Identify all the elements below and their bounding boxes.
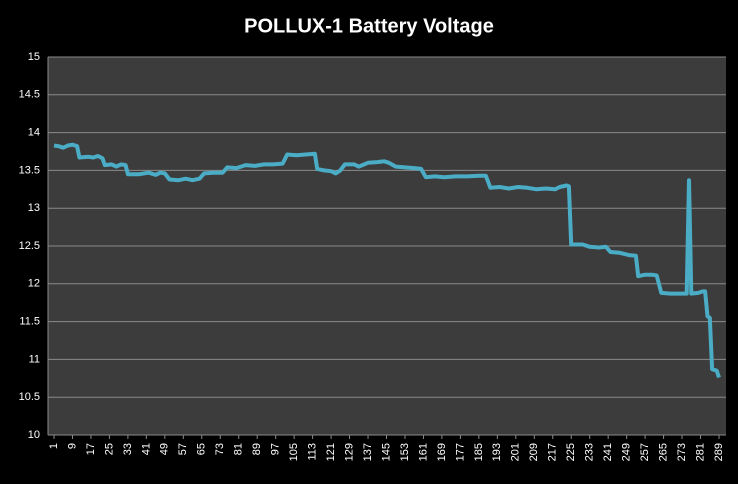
x-tick-label: 289 (713, 443, 725, 461)
y-tick-label: 14 (28, 127, 40, 139)
x-tick-label: 145 (380, 443, 392, 461)
x-tick-label: 25 (103, 443, 115, 455)
x-tick-label: 121 (325, 443, 337, 461)
x-tick-label: 249 (621, 443, 633, 461)
x-tick-label: 65 (196, 443, 208, 455)
x-tick-label: 169 (436, 443, 448, 461)
x-tick-label: 161 (417, 443, 429, 461)
x-tick-label: 193 (491, 443, 503, 461)
x-tick-label: 177 (454, 443, 466, 461)
x-tick-label: 257 (639, 443, 651, 461)
x-tick-label: 1 (48, 443, 60, 449)
x-tick-label: 113 (307, 443, 319, 461)
x-tick-label: 153 (399, 443, 411, 461)
x-tick-label: 217 (547, 443, 559, 461)
y-tick-label: 14.5 (19, 89, 40, 101)
x-tick-label: 137 (362, 443, 374, 461)
y-tick-label: 13 (28, 202, 40, 214)
y-tick-label: 10.5 (19, 391, 40, 403)
x-tick-label: 33 (122, 443, 134, 455)
x-tick-label: 233 (584, 443, 596, 461)
x-tick-label: 17 (85, 443, 97, 455)
x-tick-label: 265 (657, 443, 669, 461)
y-tick-label: 15 (28, 51, 40, 63)
x-tick-label: 241 (602, 443, 614, 461)
x-tick-label: 185 (473, 443, 485, 461)
y-tick-label: 11.5 (19, 316, 40, 328)
x-tick-label: 57 (177, 443, 189, 455)
x-tick-label: 89 (251, 443, 263, 455)
y-tick-label: 11 (29, 353, 40, 365)
x-tick-label: 281 (694, 443, 706, 461)
x-tick-label: 9 (66, 443, 78, 449)
x-tick-label: 105 (288, 443, 300, 461)
y-tick-label: 12.5 (19, 240, 40, 252)
y-tick-label: 13.5 (19, 164, 40, 176)
x-tick-label: 81 (233, 443, 245, 455)
x-tick-label: 41 (140, 443, 152, 455)
x-tick-label: 49 (159, 443, 171, 455)
x-tick-label: 97 (270, 443, 282, 455)
x-tick-label: 201 (510, 443, 522, 461)
y-tick-label: 10 (28, 429, 40, 441)
data-line (53, 142, 721, 379)
x-tick-label: 273 (676, 443, 688, 461)
y-tick-label: 12 (28, 278, 40, 290)
x-tick-label: 129 (343, 443, 355, 461)
chart-title: POLLUX-1 Battery Voltage (244, 15, 494, 37)
x-tick-label: 225 (565, 443, 577, 461)
x-tick-label: 209 (528, 443, 540, 461)
x-tick-label: 73 (214, 443, 226, 455)
